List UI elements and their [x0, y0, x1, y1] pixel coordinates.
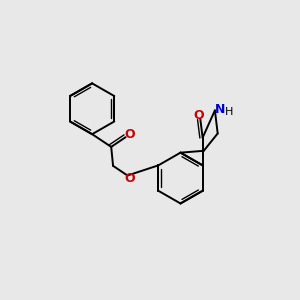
Text: H: H: [225, 107, 233, 117]
Text: O: O: [194, 109, 205, 122]
Text: O: O: [124, 172, 135, 185]
Text: O: O: [124, 128, 135, 141]
Text: N: N: [215, 103, 225, 116]
